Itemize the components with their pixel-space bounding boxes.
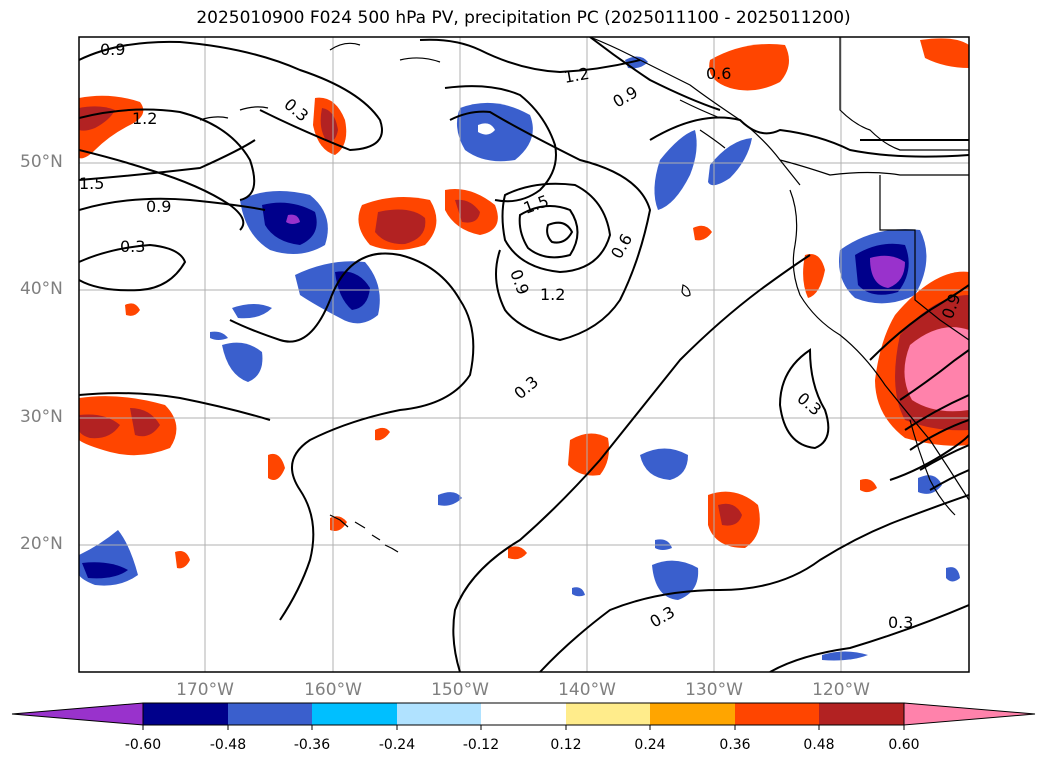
precip-negative-area [640, 448, 688, 480]
map-title: 2025010900 F024 500 hPa PV, precipitatio… [196, 8, 851, 28]
contour-label: 1.2 [132, 109, 157, 128]
contour-label: 1.2 [540, 285, 565, 304]
pv-contour [909, 419, 969, 451]
lon-label: 170°W [176, 680, 234, 700]
precip-positive-area [568, 433, 609, 476]
pv-contour [778, 348, 830, 450]
colorbar-tick-label: 0.12 [550, 737, 582, 753]
pv-contour [518, 205, 579, 259]
colorbar-segment [819, 703, 904, 725]
contour-label: 0.3 [647, 602, 679, 631]
colorbar-extend-max [903, 702, 1036, 726]
colorbar-segment [735, 703, 819, 725]
lat-label: 30°N [20, 407, 63, 427]
precip-negative-area [652, 560, 699, 600]
colorbar-segment [397, 703, 481, 725]
contour-label: 0.3 [510, 372, 542, 403]
colorbar-tick-label: 0.24 [634, 737, 666, 753]
colorbar-tick-label: -0.48 [209, 737, 247, 753]
lat-label: 50°N [20, 152, 63, 172]
colorbar-segment [650, 703, 735, 725]
colorbar-tick-label: -0.12 [462, 737, 500, 753]
colorbar [11, 702, 1036, 730]
pv-contour [79, 139, 256, 181]
colorbar-extend-min [11, 702, 144, 726]
pv-contour [449, 110, 652, 342]
pv-contour [929, 469, 969, 491]
pv-contour [79, 40, 383, 152]
pv-contour [229, 252, 475, 621]
contour-label: 1.5 [521, 191, 551, 218]
contour-label: 0.9 [146, 197, 171, 216]
pv-contour [919, 444, 969, 471]
lon-label: 130°W [685, 680, 743, 700]
pv-contour [79, 392, 271, 421]
precip-shading [79, 38, 969, 661]
colorbar-segment [143, 703, 228, 725]
precip-positive-area [709, 44, 789, 91]
pv-contours [79, 37, 969, 672]
coastlines [199, 37, 969, 553]
pv-contour [589, 37, 721, 111]
pv-contour [79, 149, 245, 231]
map-frame [78, 36, 970, 673]
lat-label: 40°N [20, 279, 63, 299]
contour-label: 0.6 [706, 64, 731, 83]
colorbar-segment [228, 703, 312, 725]
colorbar-segment [481, 703, 566, 725]
contour-label: 1.2 [562, 64, 590, 87]
colorbar-tick-label: -0.24 [378, 737, 416, 753]
pv-contour [769, 604, 969, 672]
contour-label: 0.9 [506, 267, 533, 297]
contour-label: 0.3 [280, 95, 312, 126]
contour-label: 1.5 [79, 174, 104, 193]
contour-label: 0.9 [610, 82, 642, 111]
pv-contour [904, 394, 969, 431]
pv-contour [79, 108, 256, 201]
colorbar-segment [566, 703, 650, 725]
pv-contour [546, 221, 574, 244]
colorbar-tick-label: 0.60 [888, 737, 920, 753]
lon-label: 160°W [304, 680, 362, 700]
pv-contour [869, 284, 969, 361]
contour-label: 0.3 [120, 237, 145, 256]
pv-contour [501, 182, 612, 274]
lon-label: 140°W [558, 680, 616, 700]
lat-label: 20°N [20, 534, 63, 554]
pv-contour [539, 494, 969, 672]
pv-contour [649, 116, 969, 158]
precip-negative-area [456, 102, 533, 162]
colorbar-tick-label: -0.60 [124, 737, 162, 753]
lon-label: 120°W [812, 680, 870, 700]
graticule [79, 37, 969, 672]
pv-contour [452, 254, 811, 672]
pv-contour [899, 349, 969, 401]
lon-label: 150°W [431, 680, 489, 700]
colorbar-segment [312, 703, 397, 725]
colorbar-tick-label: -0.36 [293, 737, 331, 753]
colorbar-tick-label: 0.36 [719, 737, 751, 753]
pv-contour [79, 197, 266, 211]
contour-label: 0.9 [100, 40, 125, 59]
pv-contour [79, 243, 187, 292]
colorbar-tick-label: 0.48 [803, 737, 835, 753]
pv-contour [889, 434, 969, 481]
contour-label: 0.3 [793, 389, 825, 420]
pv-contour [444, 85, 557, 203]
contour-label: 0.3 [888, 613, 913, 632]
pv-contour [419, 38, 641, 74]
contour-label: 0.6 [607, 230, 636, 262]
precip-positive-area [79, 396, 177, 456]
